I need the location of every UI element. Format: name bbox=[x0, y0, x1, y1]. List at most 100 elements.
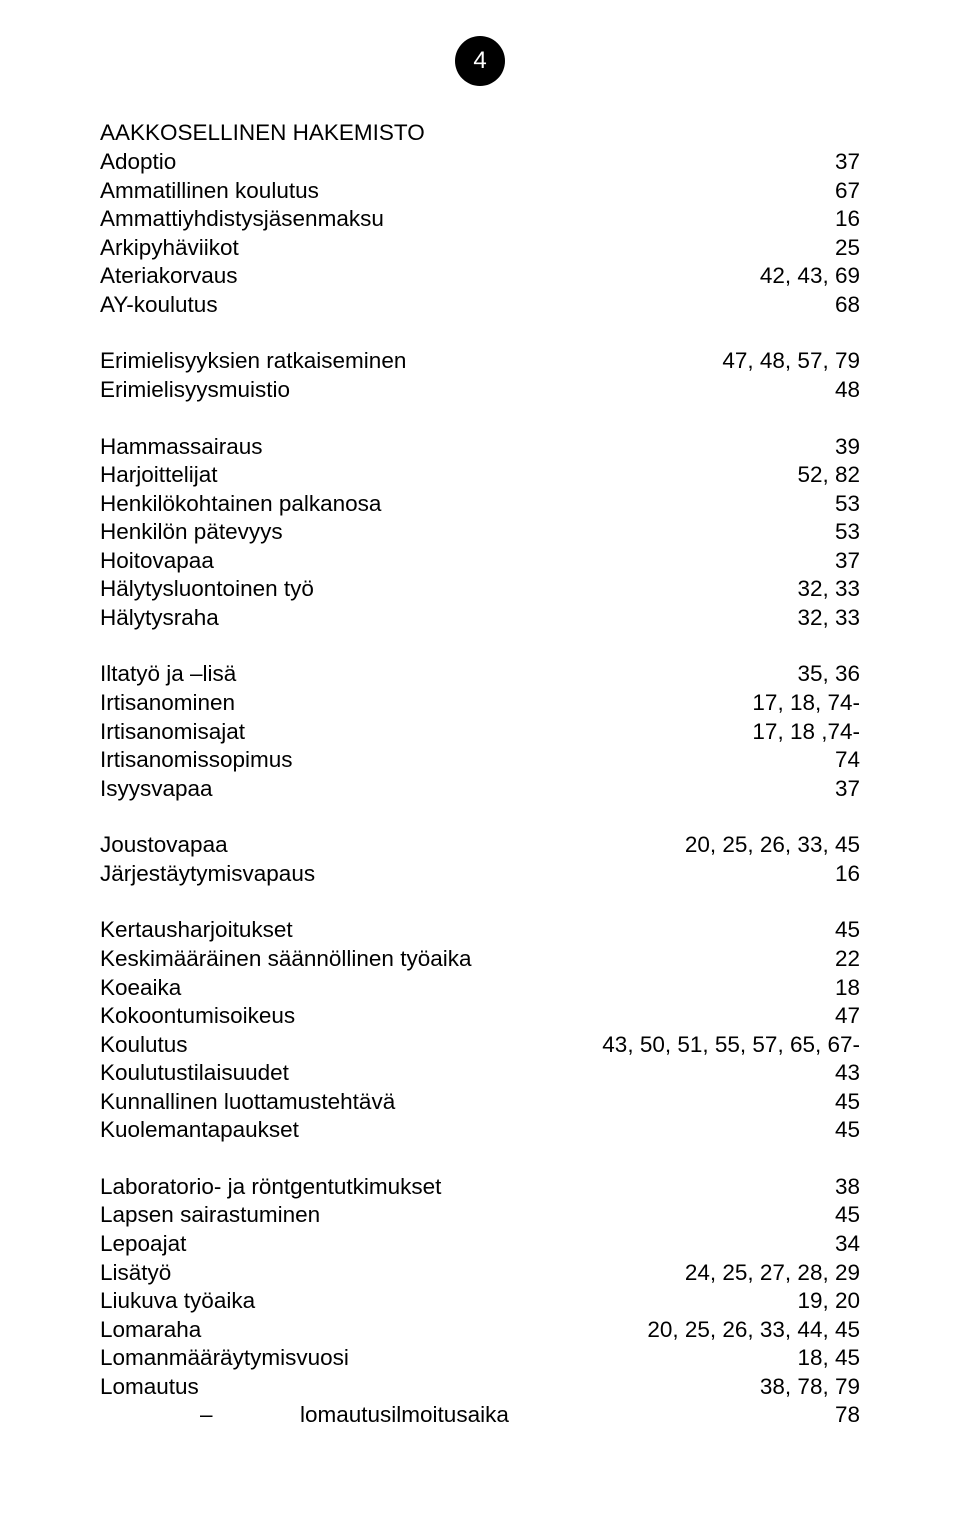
index-row: Lomanmääräytymisvuosi18, 45 bbox=[100, 1344, 860, 1373]
index-row: Ammatillinen koulutus67 bbox=[100, 177, 860, 206]
page-number-badge: 4 bbox=[455, 36, 505, 86]
index-row: Liukuva työaika19, 20 bbox=[100, 1287, 860, 1316]
index-value: 47, 48, 57, 79 bbox=[710, 347, 860, 376]
index-label: Erimielisyyksien ratkaiseminen bbox=[100, 347, 710, 376]
index-row: Erimielisyyksien ratkaiseminen47, 48, 57… bbox=[100, 347, 860, 376]
index-label: Lapsen sairastuminen bbox=[100, 1201, 823, 1230]
index-value: 47 bbox=[823, 1002, 860, 1031]
index-value: 45 bbox=[823, 1116, 860, 1145]
index-value: 18 bbox=[823, 974, 860, 1003]
index-value: 38 bbox=[823, 1173, 860, 1202]
index-label: Erimielisyysmuistio bbox=[100, 376, 823, 405]
index-value: 37 bbox=[823, 775, 860, 804]
index-value: 39 bbox=[823, 433, 860, 462]
index-value: 67 bbox=[823, 177, 860, 206]
index-value: 16 bbox=[823, 205, 860, 234]
index-label: Irtisanomissopimus bbox=[100, 746, 823, 775]
index-value: 24, 25, 27, 28, 29 bbox=[673, 1259, 860, 1288]
index-row: Irtisanominen17, 18, 74- bbox=[100, 689, 860, 718]
index-row: Joustovapaa20, 25, 26, 33, 45 bbox=[100, 831, 860, 860]
index-label: Koulutus bbox=[100, 1031, 590, 1060]
index-label: Liukuva työaika bbox=[100, 1287, 785, 1316]
index-value: 25 bbox=[823, 234, 860, 263]
index-label: Joustovapaa bbox=[100, 831, 673, 860]
index-row: Ammattiyhdistysjäsenmaksu16 bbox=[100, 205, 860, 234]
index-label: Harjoittelijat bbox=[100, 461, 785, 490]
index-row: Iltatyö ja –lisä35, 36 bbox=[100, 660, 860, 689]
index-value: 32, 33 bbox=[785, 604, 860, 633]
index-group: Adoptio37Ammatillinen koulutus67Ammattiy… bbox=[100, 148, 860, 319]
index-value: 20, 25, 26, 33, 44, 45 bbox=[635, 1316, 860, 1345]
index-row: Lapsen sairastuminen45 bbox=[100, 1201, 860, 1230]
index-label: lomautusilmoitusaika bbox=[300, 1402, 509, 1427]
index-group: Joustovapaa20, 25, 26, 33, 45Järjestäyty… bbox=[100, 831, 860, 888]
index-label: Irtisanominen bbox=[100, 689, 740, 718]
index-row: Irtisanomissopimus74 bbox=[100, 746, 860, 775]
index-value: 45 bbox=[823, 1201, 860, 1230]
index-value: 68 bbox=[823, 291, 860, 320]
index-row: Kertausharjoitukset45 bbox=[100, 916, 860, 945]
index-row: Hälytysraha32, 33 bbox=[100, 604, 860, 633]
index-value: 53 bbox=[823, 518, 860, 547]
index-value: 43 bbox=[823, 1059, 860, 1088]
index-value: 35, 36 bbox=[785, 660, 860, 689]
index-row: Lomautus38, 78, 79 bbox=[100, 1373, 860, 1402]
index-row: AY-koulutus68 bbox=[100, 291, 860, 320]
index-row: Erimielisyysmuistio48 bbox=[100, 376, 860, 405]
index-row: Lisätyö24, 25, 27, 28, 29 bbox=[100, 1259, 860, 1288]
index-label: Lomanmääräytymisvuosi bbox=[100, 1344, 785, 1373]
dash-icon: – bbox=[200, 1401, 300, 1430]
index-label: Kunnallinen luottamustehtävä bbox=[100, 1088, 823, 1117]
index-row: –lomautusilmoitusaika 78 bbox=[100, 1401, 860, 1430]
index-label: Adoptio bbox=[100, 148, 823, 177]
index-value: 16 bbox=[823, 860, 860, 889]
index-group: Laboratorio- ja röntgentutkimukset38Laps… bbox=[100, 1173, 860, 1430]
index-label: Hammassairaus bbox=[100, 433, 823, 462]
index-row: Henkilön pätevyys53 bbox=[100, 518, 860, 547]
index-value: 34 bbox=[823, 1230, 860, 1259]
index-value: 37 bbox=[823, 547, 860, 576]
index-row: Lomaraha20, 25, 26, 33, 44, 45 bbox=[100, 1316, 860, 1345]
index-row: Arkipyhäviikot25 bbox=[100, 234, 860, 263]
index-content: Adoptio37Ammatillinen koulutus67Ammattiy… bbox=[100, 148, 860, 1430]
index-row: Järjestäytymisvapaus16 bbox=[100, 860, 860, 889]
index-group: Erimielisyyksien ratkaiseminen47, 48, 57… bbox=[100, 347, 860, 404]
index-label: Iltatyö ja –lisä bbox=[100, 660, 785, 689]
index-value: 42, 43, 69 bbox=[748, 262, 860, 291]
index-row: Adoptio37 bbox=[100, 148, 860, 177]
index-label: Järjestäytymisvapaus bbox=[100, 860, 823, 889]
index-label: Laboratorio- ja röntgentutkimukset bbox=[100, 1173, 823, 1202]
index-label: Isyysvapaa bbox=[100, 775, 823, 804]
index-row: Keskimääräinen säännöllinen työaika22 bbox=[100, 945, 860, 974]
index-row: Hoitovapaa37 bbox=[100, 547, 860, 576]
index-value: 17, 18, 74- bbox=[740, 689, 860, 718]
index-value: 45 bbox=[823, 916, 860, 945]
index-value: 74 bbox=[823, 746, 860, 775]
index-group: Iltatyö ja –lisä35, 36Irtisanominen17, 1… bbox=[100, 660, 860, 803]
index-value: 18, 45 bbox=[785, 1344, 860, 1373]
index-group: Hammassairaus39Harjoittelijat52, 82Henki… bbox=[100, 433, 860, 633]
index-row: Lepoajat34 bbox=[100, 1230, 860, 1259]
index-label: Hoitovapaa bbox=[100, 547, 823, 576]
index-label: Ammattiyhdistysjäsenmaksu bbox=[100, 205, 823, 234]
index-row: Ateriakorvaus42, 43, 69 bbox=[100, 262, 860, 291]
index-label: Lepoajat bbox=[100, 1230, 823, 1259]
index-label: Ateriakorvaus bbox=[100, 262, 748, 291]
index-value: 22 bbox=[823, 945, 860, 974]
index-label: Henkilön pätevyys bbox=[100, 518, 823, 547]
index-label: Lomaraha bbox=[100, 1316, 635, 1345]
index-value: 78 bbox=[823, 1401, 860, 1430]
index-row: Henkilökohtainen palkanosa53 bbox=[100, 490, 860, 519]
index-value: 38, 78, 79 bbox=[748, 1373, 860, 1402]
index-row: Kunnallinen luottamustehtävä45 bbox=[100, 1088, 860, 1117]
index-row: Kuolemantapaukset45 bbox=[100, 1116, 860, 1145]
index-label: AY-koulutus bbox=[100, 291, 823, 320]
index-label: Hälytysluontoinen työ bbox=[100, 575, 785, 604]
index-label: Kertausharjoitukset bbox=[100, 916, 823, 945]
index-label: Koulutustilaisuudet bbox=[100, 1059, 823, 1088]
index-row: Isyysvapaa37 bbox=[100, 775, 860, 804]
index-group: Kertausharjoitukset45Keskimääräinen sään… bbox=[100, 916, 860, 1145]
index-value: 37 bbox=[823, 148, 860, 177]
index-label: Irtisanomisajat bbox=[100, 718, 740, 747]
index-row: Laboratorio- ja röntgentutkimukset38 bbox=[100, 1173, 860, 1202]
